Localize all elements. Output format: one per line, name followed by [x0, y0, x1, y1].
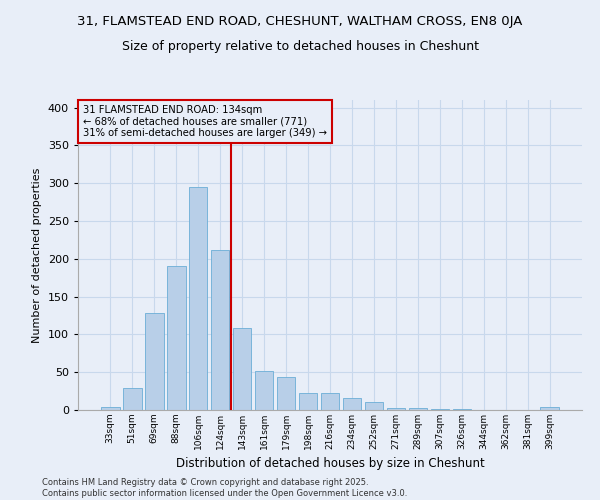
Bar [386, 408, 405, 410]
Bar [233, 328, 251, 410]
Bar [189, 187, 208, 410]
Bar [101, 407, 119, 410]
Bar [365, 402, 383, 410]
Bar [123, 388, 142, 410]
Text: 31 FLAMSTEAD END ROAD: 134sqm
← 68% of detached houses are smaller (771)
31% of : 31 FLAMSTEAD END ROAD: 134sqm ← 68% of d… [83, 104, 327, 138]
Bar [167, 266, 185, 410]
Text: 31, FLAMSTEAD END ROAD, CHESHUNT, WALTHAM CROSS, EN8 0JA: 31, FLAMSTEAD END ROAD, CHESHUNT, WALTHA… [77, 15, 523, 28]
Y-axis label: Number of detached properties: Number of detached properties [32, 168, 42, 342]
Bar [343, 398, 361, 410]
Bar [431, 409, 449, 410]
Bar [541, 407, 559, 410]
Bar [320, 394, 340, 410]
Bar [299, 394, 317, 410]
Text: Contains HM Land Registry data © Crown copyright and database right 2025.
Contai: Contains HM Land Registry data © Crown c… [42, 478, 407, 498]
Bar [452, 409, 471, 410]
X-axis label: Distribution of detached houses by size in Cheshunt: Distribution of detached houses by size … [176, 458, 484, 470]
Bar [145, 313, 164, 410]
Bar [211, 250, 229, 410]
Bar [255, 370, 274, 410]
Bar [409, 408, 427, 410]
Bar [277, 376, 295, 410]
Text: Size of property relative to detached houses in Cheshunt: Size of property relative to detached ho… [121, 40, 479, 53]
